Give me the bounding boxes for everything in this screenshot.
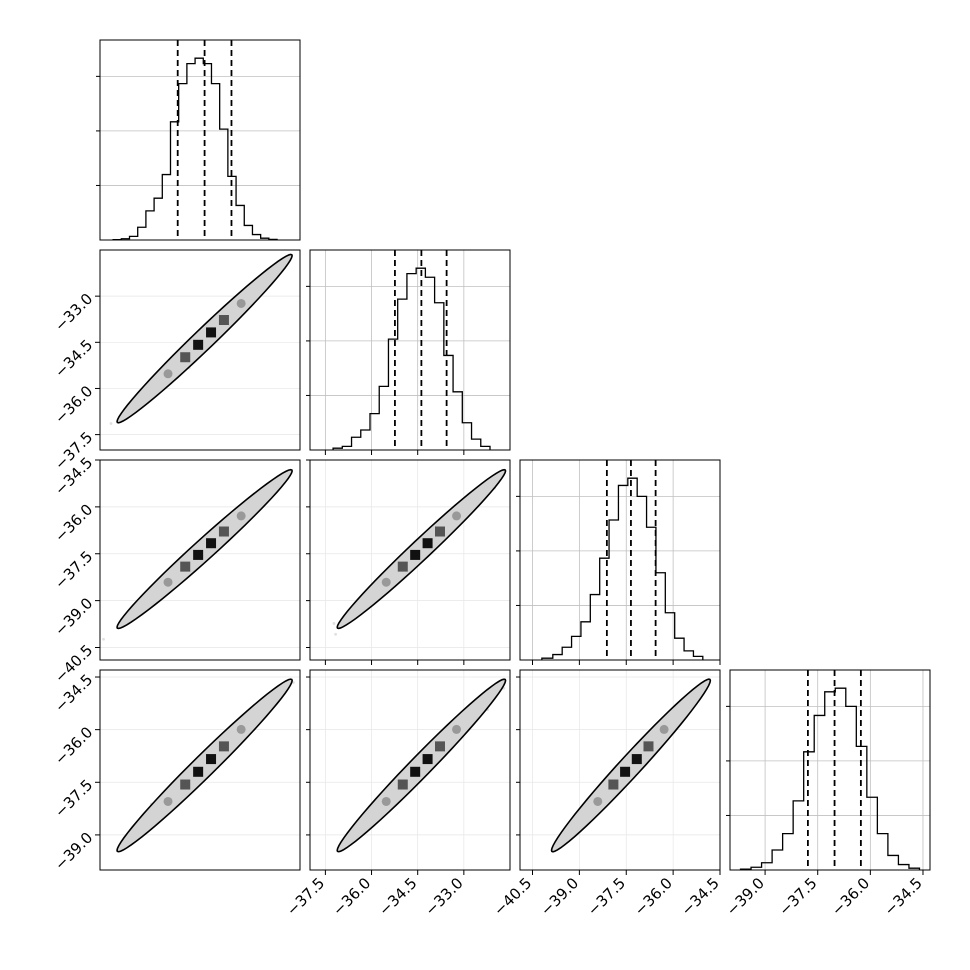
histogram-series-2 <box>541 477 704 660</box>
panel-frame <box>519 669 721 871</box>
sample-point <box>334 632 338 636</box>
density-core-cell <box>643 741 654 752</box>
panel-frame <box>729 669 931 871</box>
density-core-cell <box>193 339 204 350</box>
hist-panel-1 <box>306 249 511 455</box>
scatter-panel-2-1 <box>309 459 511 665</box>
hist-panel-0 <box>96 39 301 241</box>
density-core-cell <box>180 561 191 572</box>
density-mid-cell <box>236 724 246 734</box>
panel-frame <box>99 39 301 241</box>
x-tick-label: −36.0 <box>631 874 676 919</box>
density-contour <box>336 678 507 853</box>
density-mid-cell <box>452 511 462 521</box>
scatter-panel-3-0 <box>99 669 301 871</box>
x-tick-label: −37.5 <box>775 874 820 919</box>
scatter-panel-2-0 <box>99 459 301 661</box>
density-core-cell <box>193 766 204 777</box>
x-tick-label: −40.5 <box>490 874 535 919</box>
y-tick-label: −33.0 <box>51 290 96 335</box>
y-tick-label: −36.0 <box>51 501 96 546</box>
histogram-series-1 <box>332 267 491 450</box>
y-tick-label: −39.0 <box>51 594 96 639</box>
density-core-cell <box>218 315 229 326</box>
density-contour <box>116 678 293 853</box>
panel-frame <box>99 249 301 451</box>
scatter-panel-3-1 <box>309 669 511 875</box>
y-tick-label: −36.0 <box>51 723 96 768</box>
density-mid-cell <box>593 796 603 806</box>
x-tick-label: −34.5 <box>375 874 420 919</box>
sample-point <box>102 637 105 641</box>
density-core-cell <box>410 549 421 560</box>
density-mid-cell <box>381 796 391 806</box>
density-core-cell <box>193 549 204 560</box>
x-tick-label: −39.0 <box>723 874 768 919</box>
density-core-cell <box>180 352 191 363</box>
x-tick-label: −37.5 <box>584 874 629 919</box>
y-tick-label: −34.5 <box>51 336 96 381</box>
density-mid-cell <box>236 298 246 308</box>
panel-frame <box>309 249 511 451</box>
density-contour <box>550 678 712 853</box>
panel-frame <box>99 459 301 661</box>
x-tick-label: −39.0 <box>537 874 582 919</box>
density-mid-cell <box>163 577 173 587</box>
density-mid-cell <box>163 369 173 379</box>
panel-frame <box>99 669 301 871</box>
y-tick-label: −37.5 <box>51 776 96 821</box>
panel-frame <box>309 669 511 871</box>
density-core-cell <box>422 538 433 549</box>
sample-point <box>292 681 295 684</box>
sample-point <box>109 422 113 425</box>
density-core-cell <box>218 741 229 752</box>
scatter-panel-1-0 <box>99 249 301 451</box>
density-core-cell <box>608 779 619 790</box>
hist-panel-2 <box>516 459 721 665</box>
x-tick-label: −33.0 <box>421 874 466 919</box>
panel-frame <box>309 459 511 661</box>
density-mid-cell <box>381 577 391 587</box>
density-core-cell <box>631 754 642 765</box>
x-tick-label: −36.0 <box>329 874 374 919</box>
density-mid-cell <box>452 724 462 734</box>
x-tick-label: −37.5 <box>283 874 328 919</box>
density-core-cell <box>180 779 191 790</box>
density-contour <box>336 468 507 630</box>
density-core-cell <box>397 779 408 790</box>
histogram-series-3 <box>739 687 921 870</box>
y-tick-label: −37.5 <box>51 547 96 592</box>
density-mid-cell <box>236 511 246 521</box>
hist-panel-3 <box>726 669 931 875</box>
sample-point <box>332 622 336 625</box>
x-tick-label: −34.5 <box>678 874 723 919</box>
x-tick-label: −34.5 <box>881 874 926 919</box>
density-mid-cell <box>659 724 669 734</box>
density-core-cell <box>206 538 217 549</box>
density-core-cell <box>206 754 217 765</box>
panel-frame <box>519 459 721 661</box>
histogram-series-0 <box>112 57 278 240</box>
density-contour <box>116 253 293 424</box>
density-core-cell <box>397 561 408 572</box>
density-mid-cell <box>163 796 173 806</box>
y-tick-label: −36.0 <box>51 382 96 427</box>
y-tick-label: −39.0 <box>51 829 96 874</box>
density-core-cell <box>206 327 217 338</box>
density-core-cell <box>422 754 433 765</box>
density-core-cell <box>410 766 421 777</box>
x-tick-label: −36.0 <box>828 874 873 919</box>
density-core-cell <box>434 741 445 752</box>
density-contour <box>116 468 293 630</box>
density-core-cell <box>218 526 229 537</box>
density-core-cell <box>620 766 631 777</box>
scatter-panel-3-2 <box>519 669 721 875</box>
density-core-cell <box>434 526 445 537</box>
